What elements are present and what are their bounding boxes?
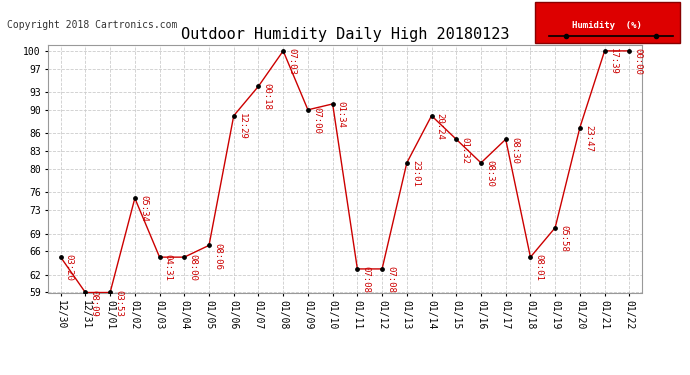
Text: 08:09: 08:09 xyxy=(90,290,99,316)
Text: 05:58: 05:58 xyxy=(560,225,569,252)
Text: 08:00: 08:00 xyxy=(188,254,197,281)
Point xyxy=(253,83,264,89)
Text: 07:03: 07:03 xyxy=(287,48,296,75)
Point xyxy=(475,160,486,166)
Text: 08:01: 08:01 xyxy=(535,254,544,281)
Text: 00:00: 00:00 xyxy=(633,48,642,75)
Text: 20:24: 20:24 xyxy=(435,113,444,140)
Point xyxy=(402,160,413,166)
Point xyxy=(277,48,288,54)
Point xyxy=(228,113,239,119)
Text: 07:08: 07:08 xyxy=(362,266,371,293)
Point xyxy=(599,48,610,54)
Text: 07:00: 07:00 xyxy=(312,107,321,134)
Point xyxy=(204,242,215,248)
Point xyxy=(327,101,338,107)
Point xyxy=(500,136,511,142)
Text: 08:30: 08:30 xyxy=(485,160,494,187)
Text: 04:31: 04:31 xyxy=(164,254,172,281)
Text: Humidity  (%): Humidity (%) xyxy=(572,21,642,30)
Text: 07:08: 07:08 xyxy=(386,266,395,293)
Text: 05:34: 05:34 xyxy=(139,195,148,222)
Point xyxy=(377,266,388,272)
Text: 01:32: 01:32 xyxy=(460,136,469,164)
Text: 03:53: 03:53 xyxy=(115,290,124,316)
Point xyxy=(451,136,462,142)
Point xyxy=(105,290,116,296)
Point xyxy=(574,124,585,130)
Point xyxy=(624,48,635,54)
Point xyxy=(302,107,313,113)
Text: 03:20: 03:20 xyxy=(65,254,74,281)
Text: 08:30: 08:30 xyxy=(510,136,519,164)
Text: 08:06: 08:06 xyxy=(213,243,222,270)
Point xyxy=(154,254,165,260)
Text: 01:34: 01:34 xyxy=(337,101,346,128)
Point xyxy=(525,254,536,260)
Title: Outdoor Humidity Daily High 20180123: Outdoor Humidity Daily High 20180123 xyxy=(181,27,509,42)
Text: Copyright 2018 Cartronics.com: Copyright 2018 Cartronics.com xyxy=(7,20,177,30)
Point xyxy=(426,113,437,119)
Text: 23:47: 23:47 xyxy=(584,125,593,152)
Point xyxy=(550,225,561,231)
Text: 12:29: 12:29 xyxy=(238,113,247,140)
Point xyxy=(80,290,91,296)
Point xyxy=(129,195,140,201)
Text: 17:39: 17:39 xyxy=(609,48,618,75)
Point xyxy=(55,254,66,260)
Text: 23:01: 23:01 xyxy=(411,160,420,187)
Point xyxy=(352,266,363,272)
Point xyxy=(179,254,190,260)
Text: 00:18: 00:18 xyxy=(263,84,272,110)
